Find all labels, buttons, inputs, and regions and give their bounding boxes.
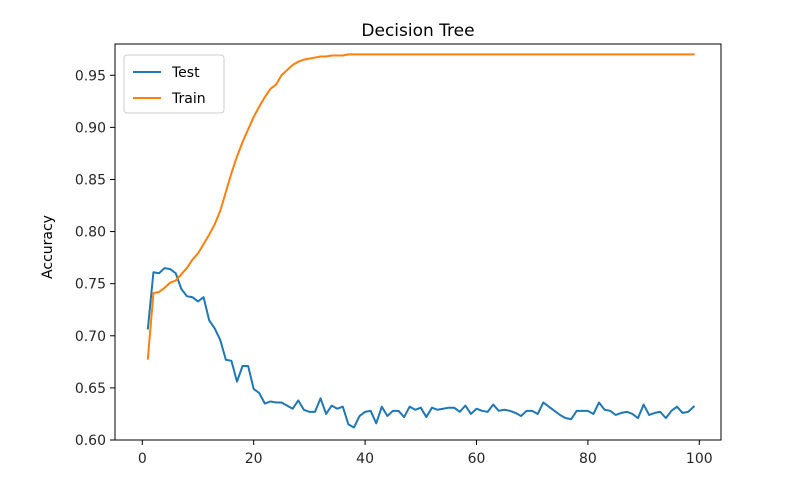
y-tick-label-5: 0.85: [75, 172, 106, 188]
x-tick-label-2: 40: [356, 451, 374, 467]
legend-label-test: Test: [171, 65, 200, 81]
y-tick-label-2: 0.70: [75, 329, 106, 345]
y-tick-label-1: 0.65: [75, 381, 106, 397]
y-tick-label-6: 0.90: [75, 120, 106, 136]
y-tick-label-4: 0.80: [75, 225, 106, 241]
series-line-train: [146, 53, 695, 360]
plot-frame: [114, 43, 722, 441]
x-tick-label-4: 80: [579, 451, 597, 467]
x-tick-label-1: 20: [245, 451, 263, 467]
x-tick-label-5: 100: [686, 451, 713, 467]
x-tick-label-0: 0: [138, 451, 147, 467]
ticks-layer: 0 20 40 60 80 100 0.60 0.65 0.70 0.75 0.80 0.85 0.90…: [75, 68, 713, 467]
series-line-test: [146, 267, 696, 429]
legend-label-train: Train: [171, 91, 206, 107]
chart-title: Decision Tree: [361, 21, 474, 41]
y-tick-label-7: 0.95: [75, 68, 106, 84]
y-tick-label-3: 0.75: [75, 277, 106, 293]
x-tick-label-3: 60: [468, 451, 486, 467]
series-layer: [146, 53, 696, 429]
y-tick-label-0: 0.60: [75, 433, 106, 449]
legend: Test Train: [123, 54, 225, 114]
y-axis-label: Accuracy: [40, 215, 56, 279]
